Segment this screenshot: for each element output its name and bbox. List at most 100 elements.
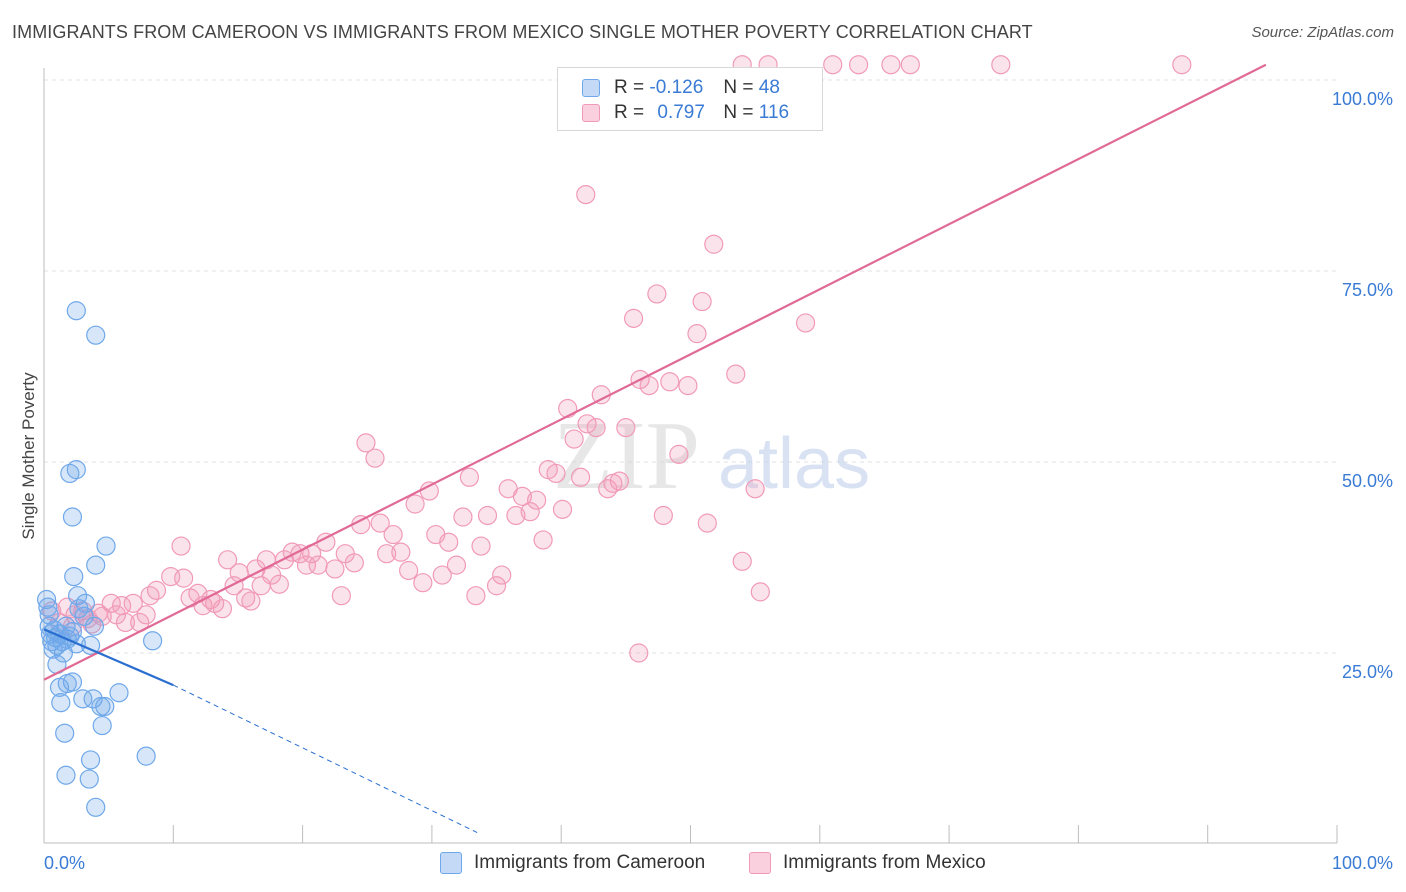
data-point xyxy=(477,505,498,526)
data-point xyxy=(325,559,345,579)
data-point xyxy=(86,325,106,345)
data-point xyxy=(365,448,385,468)
data-point xyxy=(83,689,103,709)
y-axis-label: Single Mother Poverty xyxy=(19,372,38,540)
data-point xyxy=(546,463,566,484)
bottom-legend-cameroon: Immigrants from Cameroon xyxy=(440,852,705,874)
data-point xyxy=(331,586,351,606)
correlation-legend: R = -0.126 N = 48 R = 0.797 N = 116 xyxy=(557,67,823,131)
legend-swatch-cameroon xyxy=(582,79,600,97)
data-point xyxy=(136,605,156,625)
data-point xyxy=(991,55,1011,75)
data-point xyxy=(533,530,553,550)
data-point xyxy=(269,574,289,594)
data-point xyxy=(212,599,233,619)
legend-n-value: 48 xyxy=(758,77,780,98)
data-point xyxy=(55,723,75,743)
legend-n-label: N = xyxy=(723,102,754,123)
data-point xyxy=(881,55,901,75)
data-point xyxy=(795,313,816,333)
bottom-legend-label-cameroon: Immigrants from Cameroon xyxy=(474,852,706,873)
data-point xyxy=(146,580,167,600)
data-point xyxy=(51,693,71,713)
data-point xyxy=(68,586,88,606)
data-point xyxy=(745,479,765,499)
data-point xyxy=(236,588,256,608)
data-point xyxy=(512,486,533,506)
data-point xyxy=(123,593,143,613)
data-point xyxy=(56,765,76,785)
data-point xyxy=(639,376,659,396)
data-point xyxy=(576,185,596,205)
data-point xyxy=(405,494,425,514)
data-point xyxy=(174,568,194,588)
data-point xyxy=(218,550,238,570)
chart-title: IMMIGRANTS FROM CAMEROON VS IMMIGRANTS F… xyxy=(12,22,1033,42)
data-point xyxy=(492,565,512,585)
data-point xyxy=(143,631,163,651)
data-point xyxy=(653,505,673,526)
data-point xyxy=(624,308,644,328)
data-point xyxy=(92,715,112,736)
bottom-legend-label-mexico: Immigrants from Mexico xyxy=(783,852,986,873)
data-point xyxy=(471,536,491,556)
x-tick-label: 100.0% xyxy=(1332,853,1393,873)
data-points xyxy=(36,55,1192,817)
data-point xyxy=(36,589,57,610)
data-point xyxy=(86,555,106,575)
data-point xyxy=(80,750,101,770)
data-point xyxy=(609,471,629,491)
data-point xyxy=(432,565,452,585)
data-point xyxy=(241,591,261,611)
data-point xyxy=(136,746,156,766)
bottom-legend-mexico: Immigrants from Mexico xyxy=(749,852,986,874)
data-point xyxy=(73,689,93,709)
data-point xyxy=(84,616,105,636)
data-point xyxy=(629,643,649,663)
axis-labels: 25.0% 50.0% 75.0% 100.0% 0.0% 100.0% Single Mo… xyxy=(19,89,1393,873)
data-point xyxy=(66,301,86,321)
legend-r-label: R = xyxy=(614,77,645,98)
data-point xyxy=(62,672,83,692)
data-point xyxy=(647,284,667,304)
data-point xyxy=(558,398,578,419)
source-label: Source: ZipAtlas.com xyxy=(1251,24,1394,41)
data-point xyxy=(383,524,403,545)
trend-line-cameroon xyxy=(43,628,174,687)
data-point xyxy=(726,364,746,384)
data-point xyxy=(391,542,411,562)
x-tick-label: 0.0% xyxy=(44,853,85,873)
data-point xyxy=(109,683,129,703)
data-point xyxy=(413,573,433,593)
data-point xyxy=(74,606,94,626)
bottom-legend-swatch-mexico xyxy=(749,852,771,874)
zipatlas-watermark: ZIP atlas xyxy=(553,402,870,510)
data-point xyxy=(687,324,707,344)
legend-n-label: N = xyxy=(723,77,754,98)
bottom-legend-swatch-cameroon xyxy=(440,852,462,874)
data-point xyxy=(47,635,67,655)
data-point xyxy=(823,55,843,75)
data-point xyxy=(697,513,717,533)
data-point xyxy=(732,551,752,571)
data-point xyxy=(591,385,611,405)
data-point xyxy=(564,429,584,449)
legend-r-label: R = xyxy=(614,102,645,123)
watermark-atlas: atlas xyxy=(718,424,870,504)
data-point xyxy=(466,586,486,606)
data-point xyxy=(86,797,106,817)
trend-line-cameroon-extension xyxy=(173,684,478,833)
data-point xyxy=(1172,55,1192,75)
y-tick-label: 75.0% xyxy=(1342,280,1393,300)
data-point xyxy=(520,502,540,522)
legend-r-value: -0.126 xyxy=(649,77,704,98)
legend-swatch-mexico xyxy=(582,104,600,122)
legend-row-mexico: R = 0.797 N = 116 xyxy=(582,101,789,125)
data-point xyxy=(459,467,479,487)
data-point xyxy=(370,513,390,533)
data-point xyxy=(79,769,99,789)
legend-r-value: 0.797 xyxy=(657,102,705,123)
data-point xyxy=(598,479,618,499)
data-point xyxy=(399,560,419,581)
